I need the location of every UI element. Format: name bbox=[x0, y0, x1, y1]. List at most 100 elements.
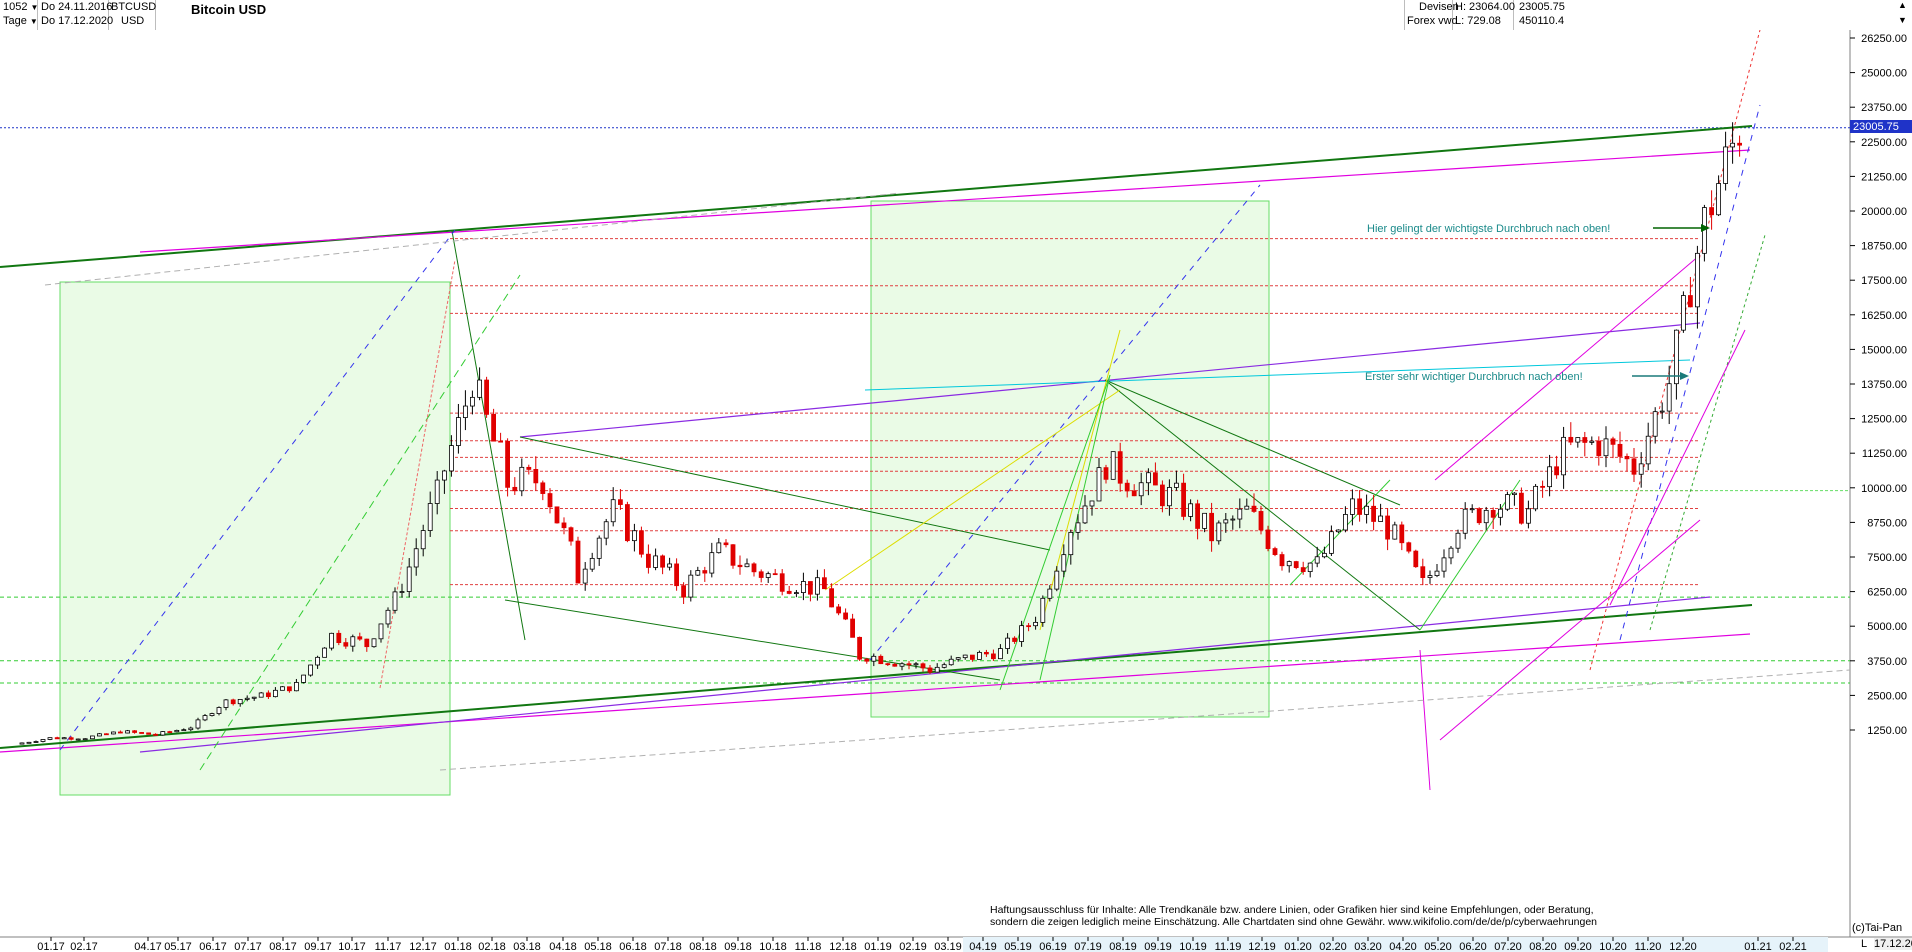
market: Devisen bbox=[1419, 1, 1459, 13]
candle-body bbox=[885, 663, 891, 666]
candle-body bbox=[1610, 438, 1616, 445]
candle-body bbox=[1512, 492, 1517, 496]
arrow-head-icon bbox=[1680, 372, 1689, 380]
candle-body bbox=[1153, 472, 1158, 486]
last-price-label: 23005.75 bbox=[1853, 121, 1899, 133]
candle-body bbox=[948, 658, 954, 666]
x-tick-label: 07.17 bbox=[234, 941, 262, 952]
y-tick-label: 2500.00 bbox=[1867, 690, 1907, 702]
candle-body bbox=[1096, 467, 1102, 502]
candle-body bbox=[955, 657, 961, 660]
candle-body bbox=[1392, 524, 1398, 540]
candle-body bbox=[561, 522, 567, 529]
x-tick-label: 06.17 bbox=[199, 941, 227, 952]
candle-body bbox=[1730, 142, 1735, 148]
x-tick-label: 02.20 bbox=[1319, 941, 1347, 952]
copyright: (c)Tai-Pan bbox=[1852, 922, 1903, 934]
candle-body bbox=[801, 581, 806, 593]
candle-body bbox=[61, 737, 67, 740]
purple-channel-line bbox=[519, 322, 1701, 438]
dropdown-arrow-icon[interactable]: ▼ bbox=[29, 17, 38, 26]
horizontal-lines bbox=[0, 127, 1850, 684]
candle-body bbox=[279, 686, 285, 691]
price-chart[interactable]: 26250.00 25000.00 23750.00 22500.00 21250.00… bbox=[0, 30, 1912, 952]
range-box-2019 bbox=[870, 200, 1270, 718]
green-fan-line bbox=[1419, 479, 1521, 631]
x-tick-label: 02.18 bbox=[478, 941, 506, 952]
candle-body bbox=[1307, 562, 1313, 572]
candle-body bbox=[1188, 503, 1193, 517]
candle-body bbox=[1026, 625, 1031, 628]
candle-body bbox=[104, 733, 109, 736]
y-tick-label: 25000.00 bbox=[1861, 68, 1907, 80]
x-tick-label: 10.19 bbox=[1179, 941, 1207, 952]
candle-body bbox=[385, 609, 391, 625]
y-tick-label: 26250.00 bbox=[1861, 33, 1907, 45]
candle-body bbox=[892, 663, 898, 667]
x-axis-ticks: 01.17 02.17 04.17 05.17 06.17 07.17 08.17 09.17… bbox=[37, 937, 1828, 952]
candle-body bbox=[1230, 518, 1236, 521]
candle-body bbox=[1300, 567, 1306, 572]
y-axis-ticks: 26250.00 25000.00 23750.00 22500.00 21250.00… bbox=[1850, 33, 1907, 737]
grey-dashed-line bbox=[44, 192, 901, 286]
y-tick-label: 12500.00 bbox=[1861, 414, 1907, 426]
candle-body bbox=[850, 618, 855, 638]
x-tick-label: 04.19 bbox=[969, 941, 997, 952]
decline-line bbox=[519, 436, 1051, 551]
candle-body bbox=[195, 719, 201, 729]
date-range: Do 24.11.2016 Do 17.12.2020 bbox=[38, 0, 113, 30]
dropdown-arrow-icon[interactable]: ▼ bbox=[30, 3, 39, 12]
candle-body bbox=[202, 715, 208, 721]
candle-body bbox=[1652, 411, 1658, 437]
yellow-line bbox=[1039, 329, 1121, 631]
y-tick-label: 8750.00 bbox=[1867, 517, 1907, 529]
purple-channel-line bbox=[139, 596, 1711, 753]
x-tick-label: 07.18 bbox=[654, 941, 682, 952]
candle-body bbox=[674, 563, 679, 587]
candle-body bbox=[455, 417, 461, 446]
candle-body bbox=[448, 445, 454, 472]
green-dashed-line bbox=[199, 274, 521, 771]
candle-body bbox=[1441, 557, 1447, 572]
candle-body bbox=[181, 729, 187, 732]
candle-body bbox=[927, 667, 933, 673]
magenta-fan-line bbox=[1419, 649, 1431, 791]
arrow-head-icon bbox=[1701, 224, 1710, 232]
candle-body bbox=[364, 638, 370, 648]
candle-body bbox=[1455, 532, 1461, 549]
candle-body bbox=[188, 727, 194, 731]
candle-body bbox=[118, 731, 123, 734]
currency: USD bbox=[121, 15, 145, 27]
candle-body bbox=[1364, 505, 1369, 515]
candle-body bbox=[1131, 490, 1137, 497]
candle-body bbox=[286, 686, 292, 692]
x-tick-label: 08.18 bbox=[689, 941, 717, 952]
candle-body bbox=[765, 573, 771, 578]
x-tick-label: 08.19 bbox=[1109, 941, 1137, 952]
x-tick-label: 01.17 bbox=[37, 941, 65, 952]
candle-body bbox=[125, 730, 130, 734]
disclaimer-line-1: Haftungsausschluss für Inhalte: Alle Tre… bbox=[990, 904, 1594, 916]
x-tick-label: 06.19 bbox=[1039, 941, 1067, 952]
scroll-up-icon[interactable]: ▲ bbox=[1898, 0, 1907, 10]
x-tick-label: 01.18 bbox=[444, 941, 472, 952]
candle-body bbox=[1293, 561, 1299, 568]
blue-dashed-line bbox=[59, 229, 456, 751]
x-tick-label: 07.20 bbox=[1494, 941, 1522, 952]
candle-body bbox=[1174, 482, 1179, 488]
scroll-down-icon[interactable]: ▼ bbox=[1898, 15, 1907, 25]
y-tick-label: 7500.00 bbox=[1867, 552, 1907, 564]
candle-body bbox=[913, 663, 919, 666]
last-value: 23005.75 bbox=[1519, 1, 1565, 13]
candle-body bbox=[505, 440, 511, 488]
candle-body bbox=[343, 642, 349, 647]
candle-body bbox=[1244, 505, 1250, 510]
candle-body bbox=[984, 651, 989, 655]
bar-count-selector[interactable]: 1052 ▼ Tage ▼ bbox=[0, 0, 38, 30]
candle-body bbox=[1666, 383, 1672, 412]
x-tick-label: 11.19 bbox=[1215, 941, 1242, 952]
x-tick-label: 12.19 bbox=[1248, 941, 1276, 952]
candle-body bbox=[1540, 485, 1545, 488]
high-value: H: 23064.00 bbox=[1455, 1, 1515, 13]
x-tick-label: 12.18 bbox=[829, 941, 857, 952]
